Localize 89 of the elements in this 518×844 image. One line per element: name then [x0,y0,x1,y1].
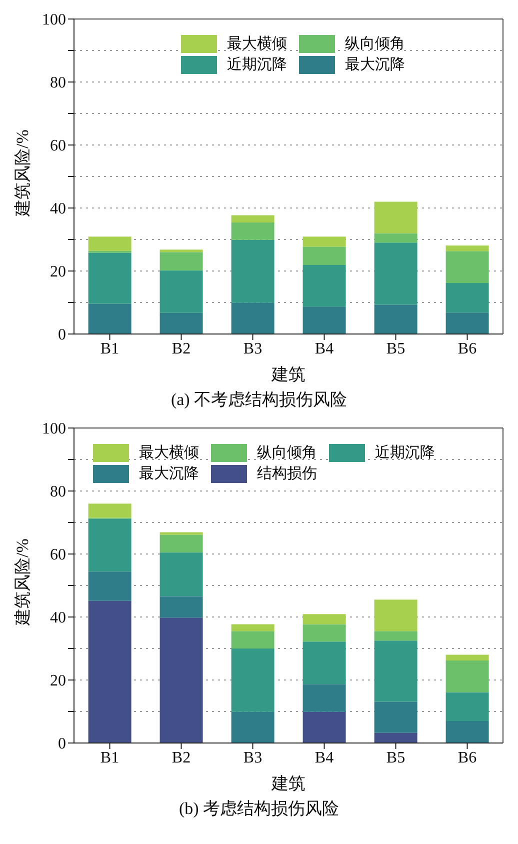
y-tick-label: 60 [50,138,66,155]
bar [160,552,203,596]
x-tick-label: B6 [458,340,477,358]
legend-label: 近期沉降 [375,444,435,462]
text: (b) 考虑结构损伤风险 [178,798,340,820]
bar [231,631,274,648]
bar [88,304,132,334]
bar [160,250,203,252]
bar [88,504,132,518]
y-tick-label: 0 [58,326,66,344]
x-tick-label: B1 [100,749,120,766]
y-tick-label: 0 [58,736,66,753]
x-tick-label: B6 [458,749,477,766]
legend-label: 最大沉降 [139,464,199,483]
bar [231,240,274,303]
bar [160,534,203,552]
x-tick-label: B4 [314,749,334,766]
bar [446,660,489,692]
bar [231,302,274,334]
bar [374,242,418,305]
bar [374,600,418,632]
bar [446,245,489,252]
x-tick-label: B5 [386,749,406,766]
bar [88,252,132,304]
bar [374,631,418,641]
bar [302,306,346,334]
bar [302,265,346,307]
y-tick-label: 100 [42,420,66,438]
bar [302,624,346,642]
bar [374,732,418,743]
y-tick-label: 20 [50,672,66,690]
y-tick-label: 40 [50,610,66,627]
bar [160,618,203,743]
y-tick-label: 20 [50,264,66,281]
bar [231,215,274,222]
bar [374,304,418,334]
legend-label: 最大沉降 [345,56,405,74]
bar [446,312,489,334]
bar [302,614,346,624]
bar [302,246,346,266]
y-axis-title: 建筑风险/% [13,130,32,218]
y-axis-title: 建筑风险/% [13,538,32,626]
bar [231,712,274,743]
bar [446,251,489,283]
legend-label: 最大横倾 [139,444,199,462]
bar [374,640,418,702]
x-tick-label: B4 [314,340,334,358]
x-tick-label: B5 [386,340,406,358]
bar [302,236,346,247]
x-tick-label: B3 [243,340,262,358]
bar [160,532,203,535]
bar [446,282,489,313]
y-tick-label: 40 [50,200,66,218]
bar [374,702,418,733]
bar [446,720,489,743]
bar [88,572,132,601]
y-tick-label: 60 [50,546,66,564]
y-tick-label: 100 [42,12,66,29]
x-tick-label: B1 [100,340,120,358]
bar [88,236,132,251]
x-axis-title: 建筑 [270,774,306,793]
legend-label: 最大横倾 [227,34,287,53]
bar [231,648,274,712]
bar [302,712,346,743]
bar [446,654,489,660]
legend-label: 纵向倾角 [257,444,317,462]
bar [160,252,203,270]
y-tick-label: 80 [50,74,66,92]
legend-label: 结构损伤 [257,464,317,483]
legend-label: 近期沉降 [227,56,287,74]
bar [446,692,489,721]
bar [160,312,203,334]
x-tick-label: B3 [243,749,262,766]
x-tick-label: B2 [172,340,191,358]
x-tick-label: B2 [172,749,191,766]
bar [231,624,274,632]
x-axis-title: 建筑 [270,365,306,384]
legend-label: 纵向倾角 [345,35,405,53]
bar [160,596,203,618]
bar [374,202,418,234]
bar [302,642,346,684]
bar [374,233,418,243]
bar [88,518,132,572]
y-tick-label: 80 [50,484,66,501]
bar [160,270,203,313]
bar [302,684,346,712]
bar [88,600,132,743]
text: (a) 不考虑结构损伤风险 [170,389,348,411]
bar [231,222,274,240]
